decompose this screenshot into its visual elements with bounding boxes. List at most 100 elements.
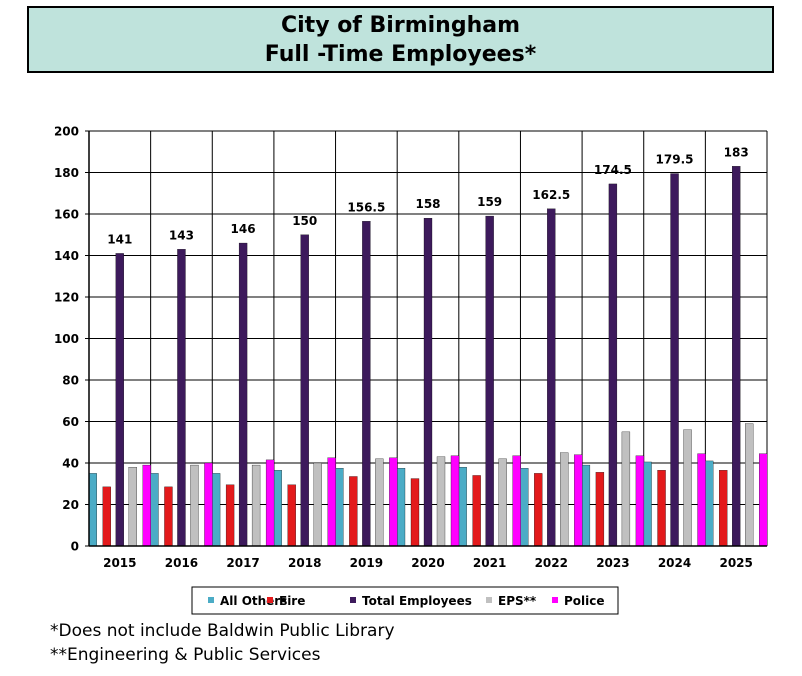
bar-eps-2022 [560,452,569,547]
bar-eps-2015 [128,466,137,547]
bar-eps-2021 [498,458,507,547]
bar-eps-2017 [251,464,261,547]
bar-total-employees-2024 [670,173,679,547]
total-label-2018: 150 [292,214,317,228]
bar-fire-2019 [349,476,358,547]
x-tick-label-2022: 2022 [535,556,568,570]
chart-title-box: City of Birmingham Full -Time Employees* [27,6,774,73]
total-label-2019: 156.5 [347,200,385,214]
bar-total-employees-2020 [423,217,433,547]
bar-eps-2025 [745,423,754,547]
y-tick-label-40: 40 [62,457,79,471]
total-label-2015: 141 [107,232,132,246]
x-tick-label-2020: 2020 [411,556,444,570]
legend-label-4: Police [564,594,605,608]
y-tick-label-0: 0 [71,540,79,554]
total-label-2016: 143 [169,228,194,242]
total-label-2022: 162.5 [532,188,570,202]
bar-eps-2024 [683,429,692,547]
legend-swatch-1 [267,597,273,603]
x-tick-label-2019: 2019 [350,556,383,570]
y-tick-label-20: 20 [62,498,79,512]
bar-eps-2020 [436,456,446,547]
legend-label-3: EPS** [498,594,537,608]
bar-all-others-2022 [520,468,529,547]
bar-all-others-2021 [458,466,467,547]
x-tick-label-2023: 2023 [596,556,629,570]
bar-eps-2018 [313,462,322,547]
bar-police-2019 [389,457,398,547]
chart-title-line2: Full -Time Employees* [264,41,537,67]
x-tick-label-2018: 2018 [288,556,321,570]
bar-fire-2015 [102,486,111,547]
y-tick-label-140: 140 [54,249,79,263]
bar-total-employees-2016 [177,249,186,547]
bar-fire-2020 [410,478,420,547]
bar-all-others-2024 [643,461,652,547]
bar-fire-2018 [287,484,296,547]
bar-police-2022 [574,454,583,547]
bar-all-others-2018 [273,470,282,547]
bar-eps-2019 [375,458,384,547]
y-tick-label-180: 180 [54,166,79,180]
bar-total-employees-2018 [300,234,309,547]
legend-swatch-2 [350,597,356,603]
bar-police-2015 [142,464,151,547]
y-tick-label-100: 100 [54,332,79,346]
legend-swatch-0 [208,597,214,603]
bar-fire-2024 [657,470,666,547]
y-tick-label-60: 60 [62,415,79,429]
x-tick-label-2015: 2015 [103,556,136,570]
bar-all-others-2017 [211,473,221,547]
bar-total-employees-2015 [115,253,124,547]
legend-swatch-4 [552,597,558,603]
bar-police-2021 [512,455,521,547]
x-tick-label-2021: 2021 [473,556,506,570]
total-label-2020: 158 [415,197,440,211]
y-tick-label-120: 120 [54,291,79,305]
bar-police-2024 [697,453,706,547]
bar-fire-2025 [719,470,728,547]
total-label-2023: 174.5 [594,163,632,177]
bar-eps-2023 [621,431,631,547]
bar-all-others-2019 [335,468,344,547]
bar-fire-2023 [595,472,605,547]
x-tick-label-2017: 2017 [226,556,259,570]
bar-total-employees-2021 [485,215,494,547]
chart-title-line1: City of Birmingham [280,12,520,38]
bar-police-2020 [450,455,460,547]
bar-police-2018 [327,457,336,547]
y-tick-label-80: 80 [62,374,79,388]
legend-label-2: Total Employees [362,594,472,608]
bar-fire-2017 [225,484,235,547]
bar-total-employees-2022 [547,208,556,547]
x-tick-label-2024: 2024 [658,556,691,570]
bar-fire-2022 [534,473,543,547]
footnote-eps: **Engineering & Public Services [50,645,321,665]
bar-eps-2016 [190,464,199,547]
bar-police-2025 [759,453,768,547]
bar-police-2023 [635,455,645,547]
legend-swatch-3 [486,597,492,603]
bar-police-2016 [204,462,213,547]
footnote-library: *Does not include Baldwin Public Library [50,621,395,641]
legend-label-0: All Others [220,594,287,608]
y-tick-label-160: 160 [54,208,79,222]
bar-all-others-2023 [581,464,591,547]
total-label-2024: 179.5 [656,153,694,167]
legend-box [191,586,619,615]
bar-total-employees-2017 [238,242,248,547]
x-tick-label-2025: 2025 [719,556,752,570]
bar-fire-2021 [472,475,481,547]
total-label-2017: 146 [231,222,256,236]
total-label-2025: 183 [724,145,749,159]
bar-fire-2016 [164,486,173,547]
bar-all-others-2020 [396,468,406,547]
bar-total-employees-2023 [608,183,618,547]
legend-label-1: Fire [279,594,305,608]
total-label-2021: 159 [477,195,502,209]
x-tick-label-2016: 2016 [165,556,198,570]
bar-all-others-2015 [88,473,97,547]
bar-all-others-2025 [705,460,714,547]
